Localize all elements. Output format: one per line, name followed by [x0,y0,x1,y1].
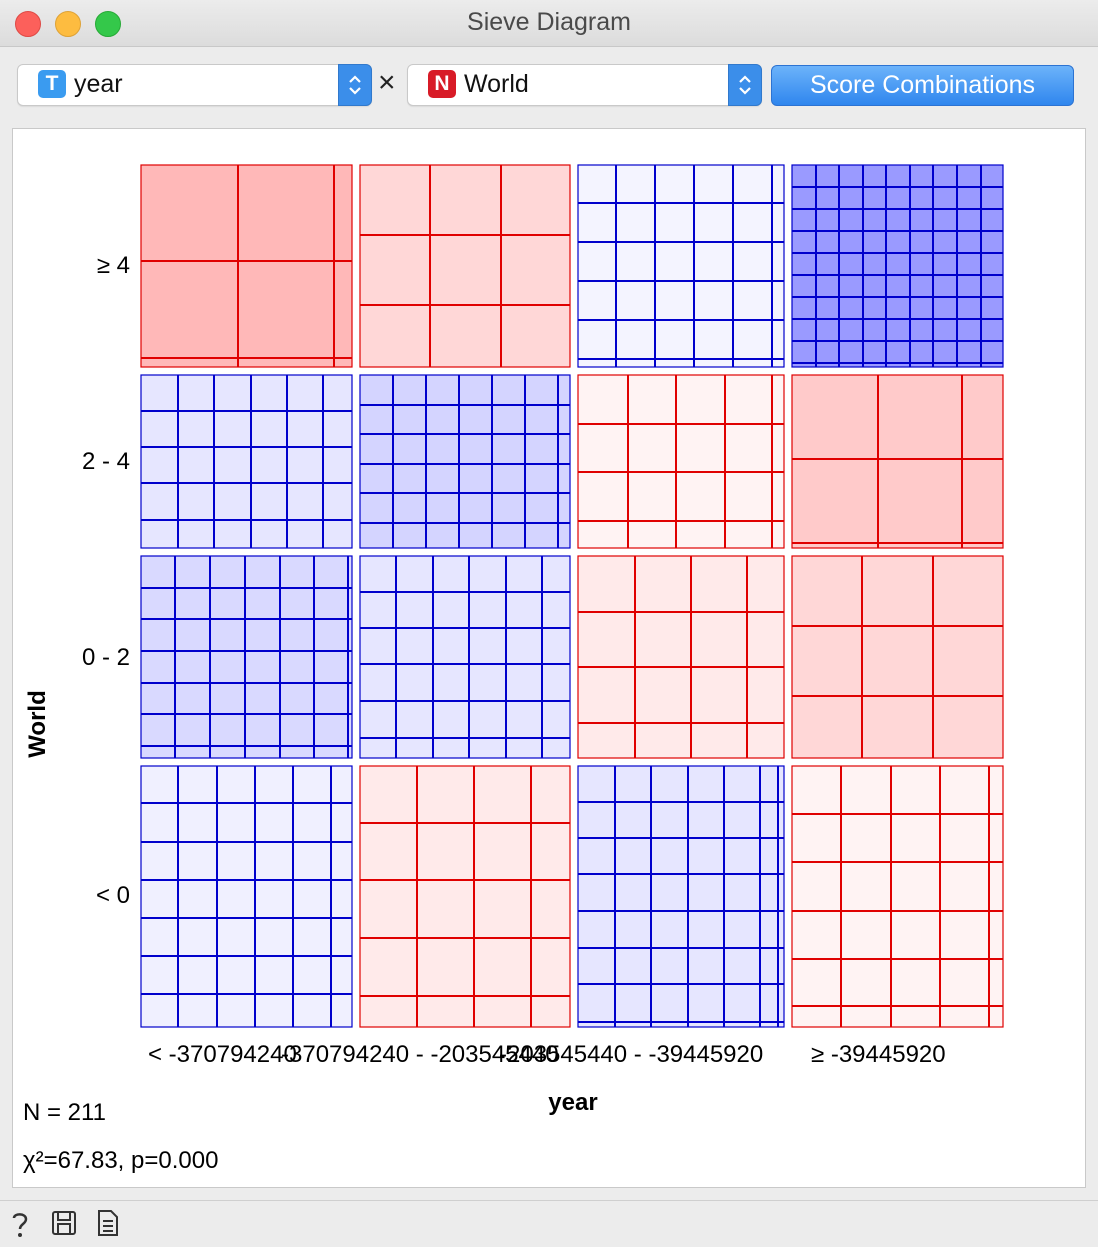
chi-square-statistic: χ²=67.83, p=0.000 [23,1147,219,1174]
x-attribute-value: year [74,70,123,98]
sieve-cell [140,555,353,759]
score-combinations-button[interactable]: Score Combinations [771,65,1074,106]
sieve-cell [577,164,785,368]
y-attribute-value: World [464,70,529,98]
save-icon[interactable] [50,1209,78,1237]
close-button[interactable] [15,11,41,37]
row-label: < 0 [95,882,130,909]
sieve-cell [791,164,1004,368]
sieve-cell [791,374,1004,549]
column-label: -370794240 - -203545440 [281,1041,559,1068]
sieve-cell [359,555,571,759]
row-label: ≥ 4 [96,252,130,279]
zoom-button[interactable] [95,11,121,37]
sample-size: N = 211 [23,1099,106,1126]
column-label: -203545440 - -39445920 [499,1041,764,1068]
sieve-cell [140,374,353,549]
sieve-cell [791,555,1004,759]
sieve-cell [577,765,785,1028]
y-axis-label: World [24,690,51,758]
sieve-diagram [140,164,1004,1028]
sieve-cell [359,164,571,368]
row-label: 0 - 2 [81,644,130,671]
minimize-button[interactable] [55,11,81,37]
sieve-cell [577,374,785,549]
cross-symbol: × [378,66,396,99]
report-icon[interactable] [96,1209,120,1237]
text-variable-icon: T [38,70,66,98]
plot-area: World ≥ 4 2 - 4 0 - 2 < 0 < -370794240 -… [12,128,1086,1188]
select-arrows-icon[interactable] [728,64,762,106]
title-bar: Sieve Diagram [0,0,1098,47]
column-label: ≥ -39445920 [811,1041,946,1068]
sieve-cell [140,164,353,368]
select-arrows-icon[interactable] [338,64,372,106]
column-label: < -370794240 [148,1041,297,1068]
sieve-cell [791,765,1004,1028]
sieve-cell [140,765,353,1028]
numeric-variable-icon: N [428,70,456,98]
y-attribute-select[interactable]: N World [407,64,762,106]
help-icon[interactable] [8,1209,32,1239]
status-bar [0,1200,1098,1247]
x-attribute-select[interactable]: T year [17,64,372,106]
sieve-cell [577,555,785,759]
x-axis-label: year [548,1089,598,1116]
window-title: Sieve Diagram [467,8,631,36]
sieve-cell [359,374,571,549]
sieve-cell [359,765,571,1028]
row-label: 2 - 4 [81,448,130,475]
